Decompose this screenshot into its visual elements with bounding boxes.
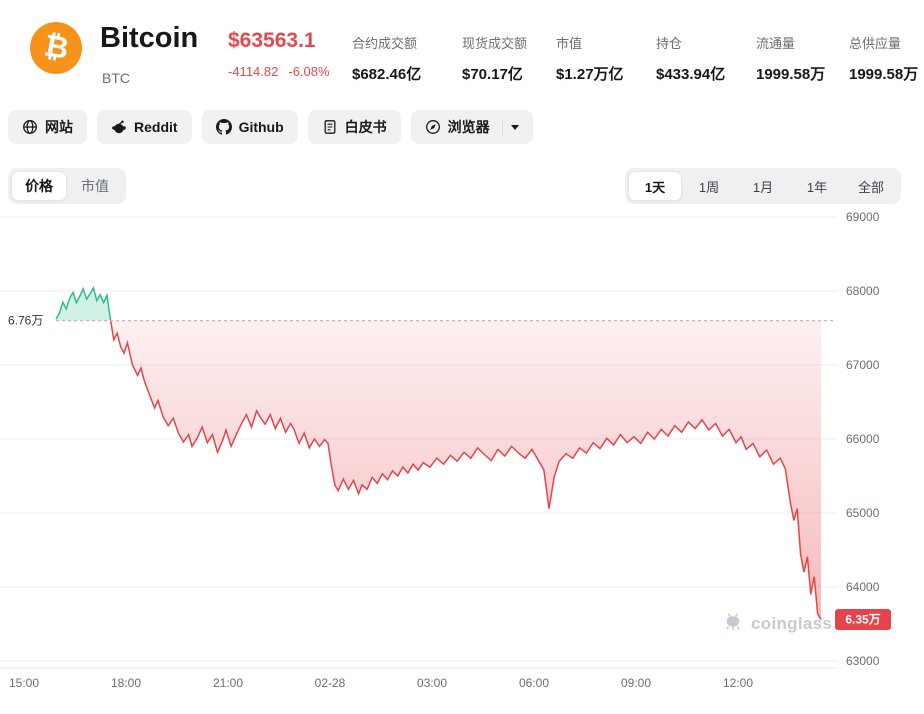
time-range-selector: 1天 1周 1月 1年 全部 — [625, 168, 901, 204]
last-price-badge-label: 6.35万 — [845, 613, 880, 627]
stat-label: 合约成交额 — [352, 36, 418, 51]
current-price: $63563.1 — [228, 29, 316, 52]
stat-value: $1.27万亿 — [556, 66, 624, 83]
tab-price[interactable]: 价格 — [11, 171, 67, 201]
github-icon — [215, 119, 232, 135]
x-axis-label: 21:00 — [213, 676, 243, 690]
y-axis-label: 63000 — [846, 654, 880, 668]
stat-open-interest: 持仓 $433.94亿 — [656, 33, 725, 84]
coinglass-logo-icon — [722, 610, 744, 637]
last-price-badge — [835, 609, 891, 631]
whitepaper-button[interactable]: 白皮书 — [307, 110, 401, 144]
y-axis-label: 67000 — [846, 358, 880, 372]
stat-value: 1999.58万 — [849, 66, 919, 83]
price-area-up — [56, 288, 111, 321]
x-axis-label: 09:00 — [621, 676, 651, 690]
whitepaper-icon — [322, 119, 338, 135]
range-1d[interactable]: 1天 — [628, 171, 682, 201]
x-axis-label: 12:00 — [723, 676, 753, 690]
stat-contract-volume: 合约成交额 $682.46亿 — [352, 33, 421, 84]
metric-tabs: 价格 市值 — [8, 168, 126, 204]
x-axis-label: 02-28 — [315, 676, 346, 690]
chevron-down-icon[interactable] — [510, 124, 519, 130]
explorer-button-label: 浏览器 — [447, 119, 490, 135]
coin-name: Bitcoin — [100, 22, 199, 54]
x-axis-label: 18:00 — [111, 676, 141, 690]
coinglass-watermark: coinglass — [722, 610, 832, 637]
explorer-button[interactable]: 浏览器 — [410, 110, 533, 144]
price-chart: 69000 68000 67000 66000 65000 64000 63000 6.76万… — [0, 200, 924, 714]
stat-label: 持仓 — [656, 36, 683, 51]
y-axis-label: 65000 — [846, 506, 880, 520]
github-button-label: Github — [238, 119, 284, 135]
range-1y[interactable]: 1年 — [806, 179, 828, 195]
globe-icon — [22, 119, 38, 135]
stat-label: 总供应量 — [849, 36, 902, 51]
reddit-button[interactable]: Reddit — [97, 110, 192, 144]
external-links-row: 网站 Reddit Github 白皮书 — [8, 110, 533, 144]
stat-label: 市值 — [556, 36, 583, 51]
browser-icon — [425, 119, 441, 135]
stat-value: $682.46亿 — [352, 66, 422, 83]
range-1m[interactable]: 1月 — [752, 179, 774, 195]
reddit-button-label: Reddit — [134, 119, 178, 135]
bitcoin-logo: ₿ — [30, 22, 82, 74]
stat-circulating-supply: 流通量 1999.58万 — [756, 33, 825, 84]
bitcoin-symbol-icon: ₿ — [41, 29, 71, 66]
stat-value: 1999.58万 — [756, 66, 826, 83]
website-button-label: 网站 — [45, 119, 73, 135]
range-all[interactable]: 全部 — [857, 179, 884, 195]
price-change-abs: -4114.82 — [228, 64, 279, 79]
price-line-down — [109, 320, 822, 620]
tab-market-cap[interactable]: 市值 — [81, 178, 109, 194]
stat-value: $433.94亿 — [656, 66, 726, 83]
price-area-down — [56, 320, 821, 620]
chart-canvas[interactable]: 69000 68000 67000 66000 65000 64000 63000 6.76万… — [0, 200, 924, 714]
stat-total-supply: 总供应量 1999.58万 — [849, 33, 918, 84]
y-axis-label: 69000 — [846, 210, 880, 224]
whitepaper-button-label: 白皮书 — [344, 119, 387, 135]
github-button[interactable]: Github — [201, 110, 298, 144]
stat-label: 流通量 — [756, 36, 796, 51]
stat-label: 现货成交额 — [462, 36, 528, 51]
reddit-icon — [111, 119, 127, 135]
x-axis-label: 03:00 — [417, 676, 447, 690]
range-1w[interactable]: 1周 — [698, 179, 720, 195]
button-divider — [501, 119, 503, 135]
y-axis-label: 64000 — [846, 580, 880, 594]
x-axis-label: 06:00 — [519, 676, 549, 690]
stat-value: $70.17亿 — [462, 66, 523, 83]
coinglass-watermark-text: coinglass — [751, 613, 833, 633]
y-axis-label: 68000 — [846, 284, 880, 298]
baseline-price-label: 6.76万 — [8, 314, 43, 328]
website-button[interactable]: 网站 — [8, 110, 87, 144]
price-change: -4114.82 -6.08% — [228, 64, 330, 79]
y-axis-label: 66000 — [846, 432, 880, 446]
coin-symbol: BTC — [102, 70, 130, 86]
x-axis-label: 15:00 — [9, 676, 39, 690]
price-change-pct: -6.08% — [288, 64, 330, 79]
stat-market-cap: 市值 $1.27万亿 — [556, 33, 624, 84]
stat-spot-volume: 现货成交额 $70.17亿 — [462, 33, 527, 84]
